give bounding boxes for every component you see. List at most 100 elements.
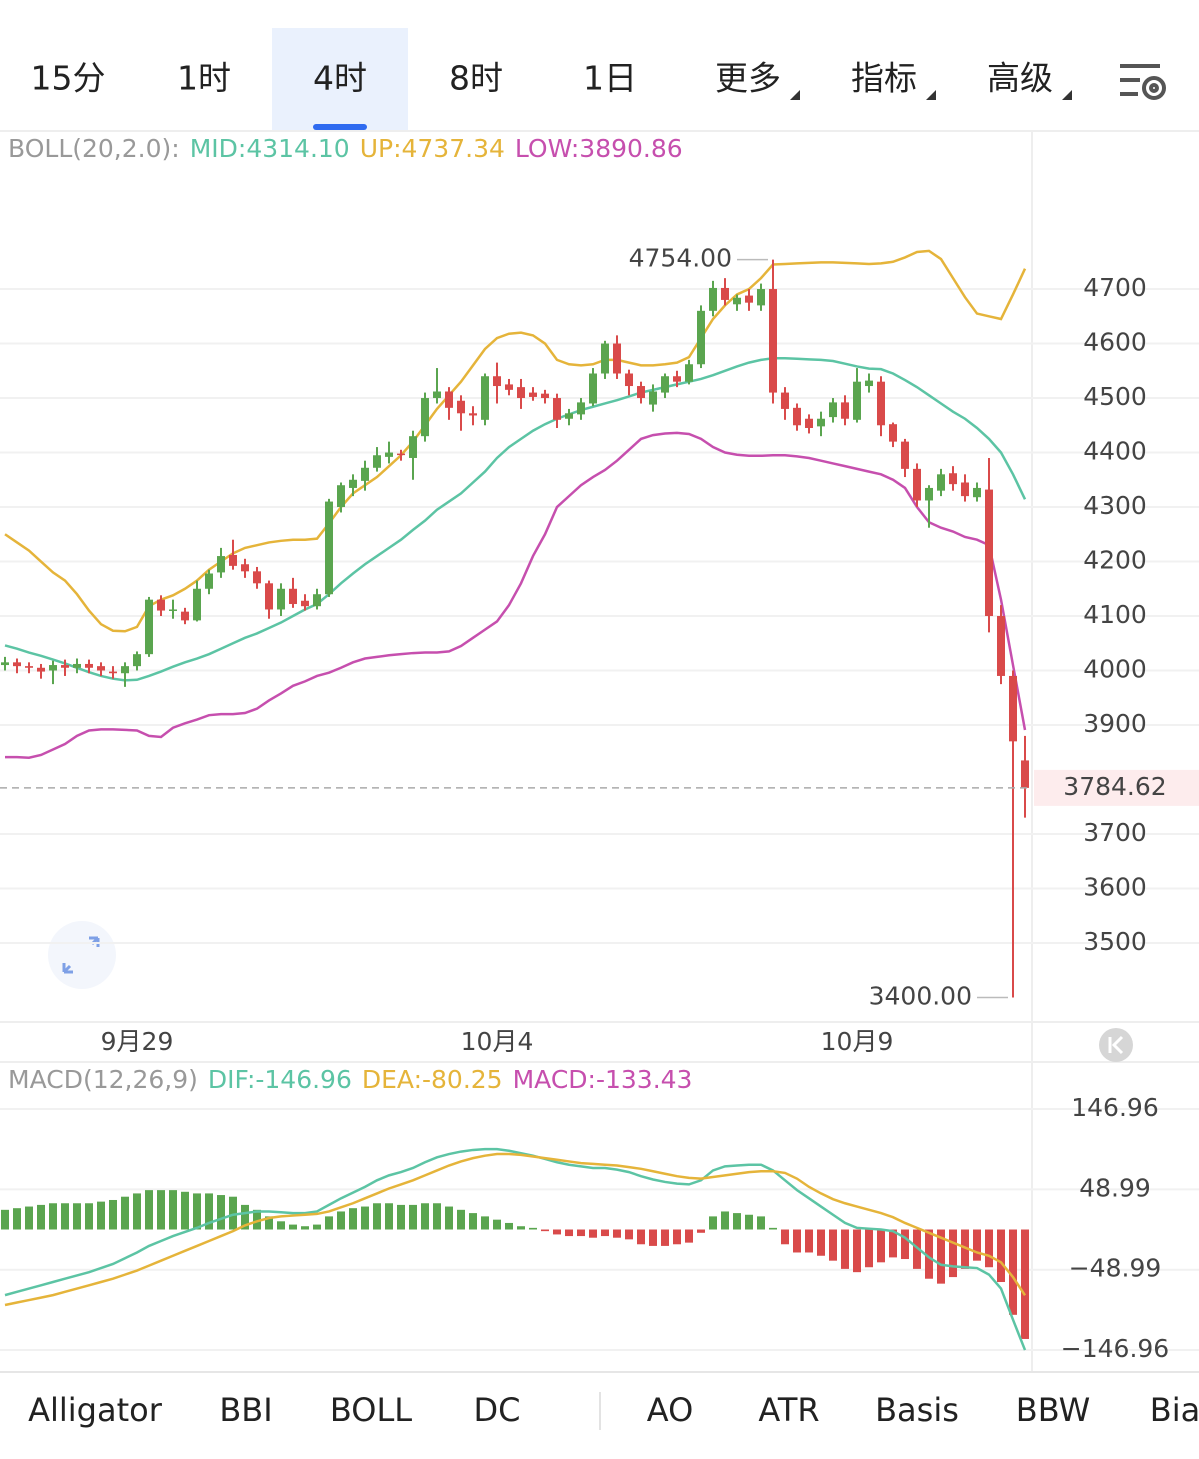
candle-body — [865, 380, 873, 387]
candle-body — [49, 665, 57, 671]
settings-icon[interactable] — [1120, 64, 1166, 100]
macd-bar — [265, 1216, 273, 1230]
y-tick-label: 4500 — [1083, 382, 1147, 411]
indicator-tab[interactable]: Alligator — [28, 1391, 163, 1429]
candle-body — [649, 391, 657, 405]
candle-body — [757, 289, 765, 306]
macd-bar — [685, 1229, 693, 1243]
candle-body — [505, 384, 513, 390]
candle-body — [697, 310, 705, 365]
candle-body — [553, 398, 561, 420]
candle-body — [469, 413, 477, 416]
macd-bar — [229, 1196, 237, 1230]
candle-body — [829, 402, 837, 418]
tab[interactable]: 1时 — [177, 59, 231, 98]
macd-bar — [133, 1193, 141, 1230]
macd-bar — [529, 1227, 537, 1230]
y-tick-label: 146.96 — [1071, 1093, 1158, 1122]
dropdown-arrow — [790, 90, 800, 100]
dropdown-arrow — [1062, 90, 1072, 100]
expand-button[interactable] — [48, 921, 116, 989]
candle-body — [457, 400, 465, 414]
macd-bar — [625, 1229, 633, 1240]
tab[interactable]: 指标 — [851, 59, 917, 98]
header-value: MID:4314.10 — [190, 134, 350, 163]
macd-bar — [109, 1199, 117, 1230]
indicator-tab[interactable]: Bia — [1150, 1391, 1199, 1429]
candle-body — [73, 663, 81, 668]
macd-bar — [1021, 1229, 1029, 1339]
candle-body — [625, 373, 633, 387]
macd-bar — [289, 1224, 297, 1230]
indicator-tab[interactable]: Basis — [875, 1391, 959, 1429]
macd-bar — [913, 1229, 921, 1269]
candle-body — [613, 343, 621, 374]
candle-body — [1021, 760, 1029, 788]
tab[interactable]: 更多 — [715, 59, 781, 98]
indicator-tab[interactable]: ATR — [758, 1391, 819, 1429]
macd-bar — [589, 1229, 597, 1238]
candle-body — [805, 418, 813, 428]
macd-bar — [745, 1214, 753, 1230]
macd-bar — [805, 1229, 813, 1253]
macd-bar — [1, 1209, 9, 1230]
candle-body — [397, 453, 405, 456]
macd-bar — [601, 1229, 609, 1237]
candle-body — [301, 600, 309, 607]
header-value: UP:4737.34 — [360, 134, 505, 163]
candle-body — [1009, 675, 1017, 742]
y-tick-label: 3900 — [1083, 709, 1147, 738]
candle-body — [325, 501, 333, 595]
macd-bar — [541, 1229, 549, 1232]
reset-button[interactable] — [1099, 1028, 1133, 1062]
macd-bar — [385, 1203, 393, 1230]
macd-bar — [493, 1219, 501, 1230]
candle-body — [1, 662, 9, 666]
macd-bar — [877, 1229, 885, 1263]
candle-body — [781, 392, 789, 409]
macd-bar — [865, 1229, 873, 1268]
indicator-tab[interactable]: BBW — [1016, 1391, 1090, 1429]
macd-bar — [649, 1229, 657, 1246]
indicator-tab[interactable]: BOLL — [330, 1391, 412, 1429]
y-tick-label: 4100 — [1083, 600, 1147, 629]
candle-body — [205, 573, 213, 589]
macd-bar — [205, 1193, 213, 1230]
tab[interactable]: 8时 — [449, 59, 503, 98]
tab[interactable]: 高级 — [987, 59, 1053, 98]
macd-bar — [925, 1229, 933, 1279]
header-name: BOLL(20,2.0): — [8, 134, 180, 163]
macd-bar — [397, 1204, 405, 1230]
y-tick-label: 4200 — [1083, 546, 1147, 575]
macd-bar — [37, 1204, 45, 1230]
tab[interactable]: 1日 — [583, 59, 637, 98]
candle-body — [949, 473, 957, 485]
y-tick-label: 48.99 — [1079, 1173, 1151, 1202]
macd-bar — [505, 1222, 513, 1230]
candle-body — [421, 398, 429, 437]
candle-body — [577, 402, 585, 415]
macd-bar — [949, 1229, 957, 1278]
indicator-tab[interactable]: AO — [647, 1391, 694, 1429]
indicator-tab[interactable]: BBI — [219, 1391, 272, 1429]
macd-bar — [721, 1211, 729, 1230]
x-tick-label: 10月9 — [821, 1027, 894, 1056]
tab[interactable]: 4时 — [313, 59, 367, 98]
indicator-tab[interactable]: DC — [474, 1391, 521, 1429]
tab[interactable]: 15分 — [31, 59, 106, 98]
y-tick-label: −48.99 — [1069, 1254, 1162, 1283]
y-tick-label: 4700 — [1083, 273, 1147, 302]
candle-body — [997, 616, 1005, 676]
candle-body — [853, 381, 861, 420]
macd-bar — [817, 1229, 825, 1256]
candle-body — [337, 485, 345, 508]
y-tick-label: 4000 — [1083, 655, 1147, 684]
macd-bar — [157, 1190, 165, 1230]
macd-bar — [253, 1209, 261, 1230]
candle-body — [721, 287, 729, 300]
candle-body — [313, 594, 321, 607]
candle-body — [25, 666, 33, 668]
candle-body — [793, 407, 801, 426]
